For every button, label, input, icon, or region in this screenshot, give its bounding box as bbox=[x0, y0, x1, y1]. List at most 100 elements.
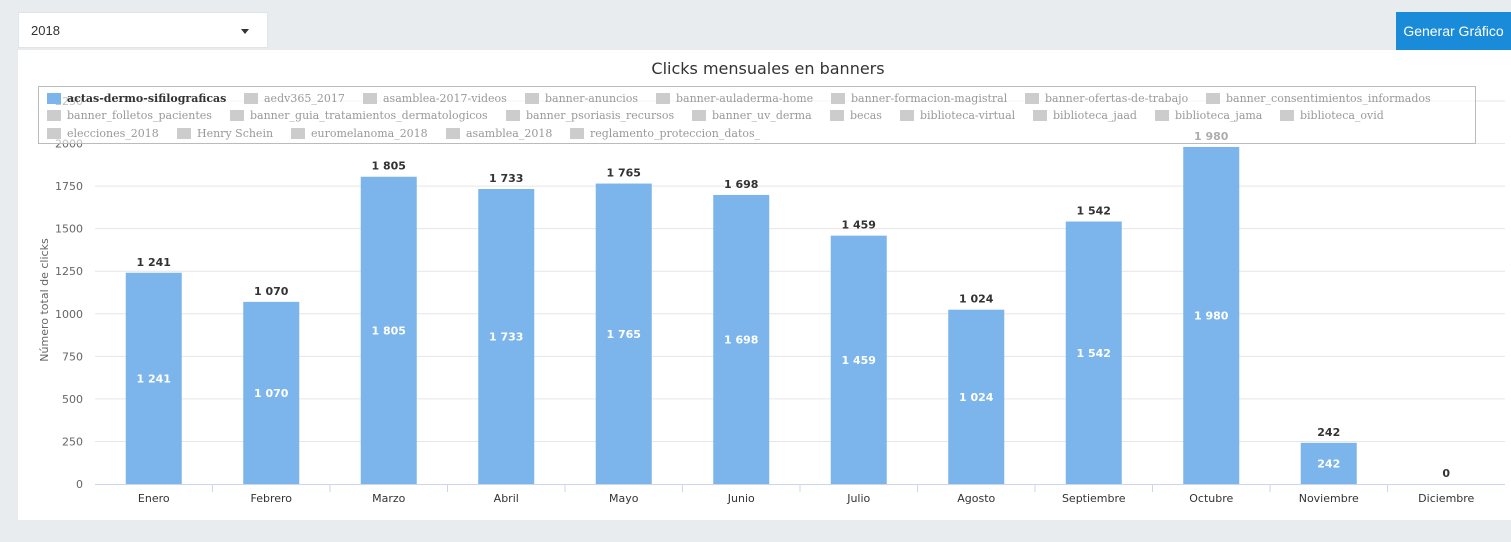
x-tick-label: Enero bbox=[138, 492, 170, 505]
data-label: 242 bbox=[1317, 426, 1340, 439]
y-tick-label: 1500 bbox=[55, 223, 83, 236]
x-tick-label: Mayo bbox=[609, 492, 639, 505]
legend-item[interactable]: biblioteca-virtual bbox=[900, 109, 1015, 122]
legend-swatch bbox=[656, 93, 670, 104]
data-label-inside: 1 459 bbox=[842, 354, 876, 367]
legend-item[interactable]: biblioteca_jama bbox=[1155, 109, 1262, 122]
legend-item[interactable]: banner-anuncios bbox=[525, 92, 638, 105]
legend-item[interactable]: asamblea_2018 bbox=[446, 127, 552, 140]
legend-swatch bbox=[525, 93, 539, 104]
data-label: 1 765 bbox=[607, 167, 641, 180]
x-tick-label: Agosto bbox=[957, 492, 995, 505]
legend-swatch bbox=[692, 110, 706, 121]
legend-label: reglamento_proteccion_datos_ bbox=[590, 127, 761, 140]
legend-swatch bbox=[900, 110, 914, 121]
legend-label: banner_guia_tratamientos_dermatologicos bbox=[250, 109, 488, 122]
x-tick-label: Octubre bbox=[1189, 492, 1233, 505]
y-tick-label: 0 bbox=[76, 478, 83, 491]
legend-swatch bbox=[47, 93, 61, 104]
legend-swatch bbox=[47, 128, 61, 139]
bar bbox=[1183, 146, 1240, 484]
legend-item[interactable]: banner-ofertas-de-trabajo bbox=[1025, 92, 1188, 105]
legend-item[interactable]: Henry Schein bbox=[177, 127, 273, 140]
legend-item[interactable]: biblioteca_jaad bbox=[1033, 109, 1137, 122]
data-label: 1 241 bbox=[137, 256, 171, 269]
bar bbox=[1065, 221, 1122, 484]
data-label: 1 805 bbox=[372, 160, 406, 173]
legend-item[interactable]: biblioteca_ovid bbox=[1280, 109, 1384, 122]
legend-label: banner-formacion-magistral bbox=[851, 92, 1008, 105]
legend-item[interactable]: reglamento_proteccion_datos_ bbox=[570, 127, 760, 140]
chart-title: Clicks mensuales en banners bbox=[651, 59, 884, 78]
data-label: 0 bbox=[1442, 467, 1450, 480]
legend-item[interactable]: actas-dermo-sifilograficas bbox=[47, 92, 226, 105]
legend-label: banner-auladerma-home bbox=[676, 92, 814, 105]
legend-swatch bbox=[177, 128, 191, 139]
data-label-inside: 1 070 bbox=[254, 387, 289, 400]
legend-label: banner-anuncios bbox=[545, 92, 639, 105]
chevron-down-icon bbox=[241, 29, 249, 34]
data-label-inside: 242 bbox=[1317, 457, 1340, 470]
legend-label: becas bbox=[850, 109, 882, 122]
legend-item[interactable]: euromelanoma_2018 bbox=[291, 127, 428, 140]
data-label-inside: 1 980 bbox=[1194, 309, 1229, 322]
legend-label: banner-ofertas-de-trabajo bbox=[1045, 92, 1189, 105]
legend-item[interactable]: becas bbox=[830, 109, 882, 122]
legend-label: banner_consentimientos_informados bbox=[1226, 92, 1431, 105]
year-select[interactable]: 2018 bbox=[18, 12, 268, 48]
generate-chart-button[interactable]: Generar Gráfico bbox=[1396, 12, 1511, 50]
legend-item[interactable]: asamblea-2017-videos bbox=[363, 92, 507, 105]
legend-swatch bbox=[831, 93, 845, 104]
data-label: 1 698 bbox=[724, 178, 758, 191]
legend-swatch bbox=[230, 110, 244, 121]
legend-item[interactable]: elecciones_2018 bbox=[47, 127, 159, 140]
legend-swatch bbox=[1206, 93, 1220, 104]
data-label-inside: 1 805 bbox=[372, 324, 406, 337]
bar bbox=[360, 176, 417, 484]
legend-label: elecciones_2018 bbox=[67, 127, 159, 140]
legend-label: biblioteca_ovid bbox=[1300, 109, 1384, 122]
x-tick-label: Julio bbox=[846, 492, 870, 505]
year-select-value: 2018 bbox=[31, 23, 60, 38]
legend-item[interactable]: banner_guia_tratamientos_dermatologicos bbox=[230, 109, 488, 122]
legend-item[interactable]: banner_psoriasis_recursos bbox=[506, 109, 674, 122]
legend-swatch bbox=[47, 110, 61, 121]
x-tick-label: Noviembre bbox=[1299, 492, 1359, 505]
legend-swatch bbox=[291, 128, 305, 139]
y-tick-label: 250 bbox=[62, 435, 83, 448]
bar bbox=[713, 194, 770, 485]
y-axis-label: Número total de clicks bbox=[38, 238, 51, 362]
legend-swatch bbox=[506, 110, 520, 121]
bar bbox=[948, 309, 1005, 484]
x-tick-label: Diciembre bbox=[1418, 492, 1474, 505]
legend-label: actas-dermo-sifilograficas bbox=[67, 92, 227, 105]
bar bbox=[595, 183, 652, 484]
data-label-inside: 1 733 bbox=[489, 331, 523, 344]
legend-item[interactable]: banner-auladerma-home bbox=[656, 92, 813, 105]
y-tick-label: 1000 bbox=[55, 308, 83, 321]
legend-item[interactable]: banner_consentimientos_informados bbox=[1206, 92, 1431, 105]
legend-label: biblioteca-virtual bbox=[920, 109, 1016, 122]
bar bbox=[830, 235, 887, 484]
legend-label: banner_uv_derma bbox=[712, 109, 812, 122]
legend-item[interactable]: banner_folletos_pacientes bbox=[47, 109, 212, 122]
y-tick-label: 750 bbox=[62, 350, 83, 363]
legend-item[interactable]: banner-formacion-magistral bbox=[831, 92, 1007, 105]
x-tick-label: Marzo bbox=[372, 492, 406, 505]
legend-item[interactable]: aedv365_2017 bbox=[244, 92, 345, 105]
legend-label: euromelanoma_2018 bbox=[311, 127, 428, 140]
bar bbox=[125, 272, 182, 484]
data-label: 1 733 bbox=[489, 172, 523, 185]
data-label-inside: 1 024 bbox=[959, 391, 994, 404]
legend-label: banner_folletos_pacientes bbox=[67, 109, 212, 122]
legend-swatch bbox=[1033, 110, 1047, 121]
y-tick-label: 1250 bbox=[55, 265, 83, 278]
legend-label: asamblea_2018 bbox=[466, 127, 553, 140]
legend-label: biblioteca_jama bbox=[1175, 109, 1263, 122]
data-label: 1 070 bbox=[254, 285, 289, 298]
x-tick-label: Febrero bbox=[250, 492, 292, 505]
y-tick-label: 1750 bbox=[55, 180, 83, 193]
legend-item[interactable]: banner_uv_derma bbox=[692, 109, 812, 122]
legend-label: banner_psoriasis_recursos bbox=[526, 109, 675, 122]
